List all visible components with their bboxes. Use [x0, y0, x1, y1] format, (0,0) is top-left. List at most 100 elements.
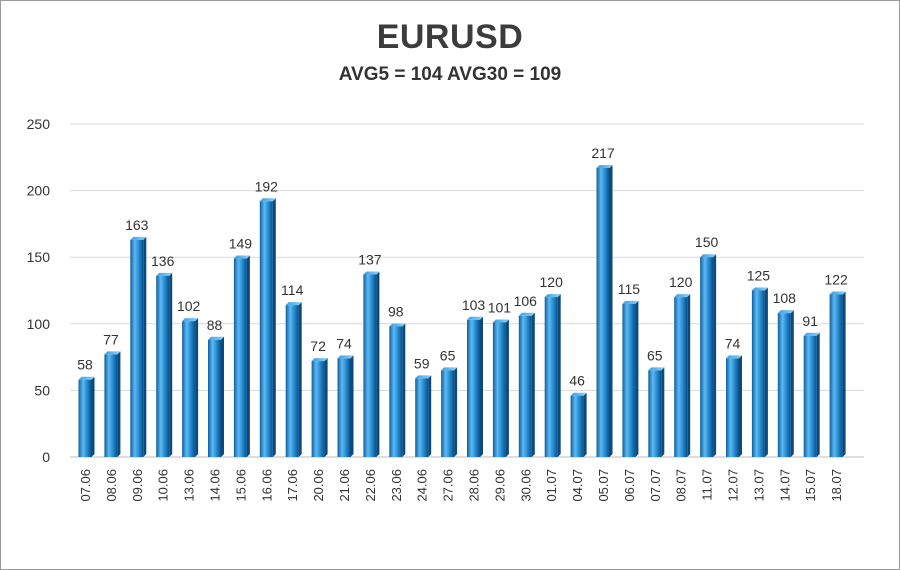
bar-face [182, 321, 196, 457]
bar-top [570, 392, 587, 396]
bar-top [208, 336, 224, 340]
y-tick-label: 0 [42, 449, 50, 465]
bar-face [233, 258, 247, 457]
x-tick-label: 15.07 [803, 469, 818, 502]
x-tick-label: 16.06 [259, 469, 274, 502]
data-label: 102 [177, 298, 201, 314]
x-tick-label: 08.07 [674, 469, 689, 502]
data-label: 163 [125, 217, 149, 233]
bar [544, 294, 561, 457]
bar [104, 351, 121, 457]
bar-face [570, 395, 584, 457]
bar [518, 312, 535, 457]
bar-face [415, 378, 429, 457]
bar-top [363, 271, 380, 275]
y-tick-label: 150 [27, 249, 51, 265]
data-label: 120 [540, 274, 564, 290]
bar-face [467, 319, 480, 457]
bar [622, 300, 639, 457]
data-label: 65 [440, 347, 456, 363]
bar [389, 323, 406, 457]
bar-face [829, 294, 843, 457]
data-label: 150 [695, 234, 719, 250]
bar-side [635, 300, 639, 457]
bar-face [803, 335, 817, 457]
bar-top [156, 272, 173, 276]
bar [130, 236, 147, 457]
data-label: 91 [802, 313, 818, 329]
x-tick-label: 15.06 [233, 469, 248, 502]
bar-top [674, 294, 691, 298]
bar-top [544, 294, 561, 298]
bar-face [389, 326, 403, 457]
data-label: 114 [281, 282, 304, 298]
data-label: 101 [488, 299, 512, 315]
bar-face [518, 315, 532, 457]
x-tick-label: 04.07 [570, 469, 585, 502]
data-label: 136 [151, 253, 175, 269]
bar-side [557, 294, 561, 457]
bar-side [272, 198, 276, 458]
data-label: 88 [207, 317, 223, 333]
bar-face [751, 290, 765, 457]
chart-subtitle: AVG5 = 104 AVG30 = 109 [338, 64, 562, 85]
bar-side [324, 358, 328, 457]
x-tick-label: 18.07 [829, 469, 844, 502]
bar-top [389, 323, 406, 327]
data-label: 103 [462, 297, 486, 313]
data-label: 72 [310, 338, 326, 354]
x-tick-label: 20.06 [311, 469, 326, 502]
data-label: 125 [747, 268, 771, 284]
data-label: 217 [591, 145, 615, 161]
data-label: 65 [647, 347, 663, 363]
bar [570, 392, 587, 457]
bar [829, 291, 846, 457]
bar-top [648, 367, 665, 371]
bar [233, 255, 250, 457]
bar-side [91, 376, 95, 457]
bar-side [195, 318, 199, 457]
bar-top [751, 287, 768, 291]
y-tick-label: 200 [27, 183, 51, 199]
x-tick-label: 13.07 [751, 469, 766, 502]
bar-top [726, 355, 742, 359]
bar-top [700, 254, 717, 258]
bar-top [441, 367, 458, 371]
bar-side [117, 351, 121, 457]
bar-top [777, 310, 794, 314]
bar-side [687, 294, 691, 457]
bar [337, 355, 354, 457]
x-tick-label: 22.06 [363, 469, 378, 502]
bar-side [609, 164, 613, 457]
bar-face [648, 370, 662, 457]
bar-face [259, 201, 273, 457]
bar [156, 272, 173, 457]
bar-top [182, 318, 199, 322]
x-tick-label: 30.06 [518, 469, 533, 502]
data-label: 192 [255, 178, 279, 194]
bar-face [596, 167, 610, 457]
x-tick-label: 21.06 [337, 469, 352, 502]
bar-top [622, 300, 639, 304]
data-label: 74 [336, 335, 352, 351]
bar-side [454, 367, 458, 457]
bar-side [505, 319, 509, 457]
x-tick-label: 12.07 [726, 469, 741, 502]
bar-side [713, 254, 717, 457]
x-tick-label: 17.06 [285, 469, 300, 502]
bar-top [518, 312, 535, 316]
bar-face [492, 322, 506, 457]
x-tick-label: 14.06 [208, 469, 223, 502]
x-tick-label: 29.06 [492, 469, 507, 502]
bar-side [790, 310, 794, 457]
bar-top [104, 351, 121, 355]
bar-side [402, 323, 406, 457]
x-tick-label: 27.06 [441, 469, 456, 502]
y-tick-label: 100 [27, 316, 51, 332]
bar-face [441, 370, 455, 457]
bar-top [130, 236, 147, 240]
x-tick-label: 07.06 [78, 469, 93, 502]
bar-top [492, 319, 509, 323]
data-label: 137 [358, 252, 382, 268]
